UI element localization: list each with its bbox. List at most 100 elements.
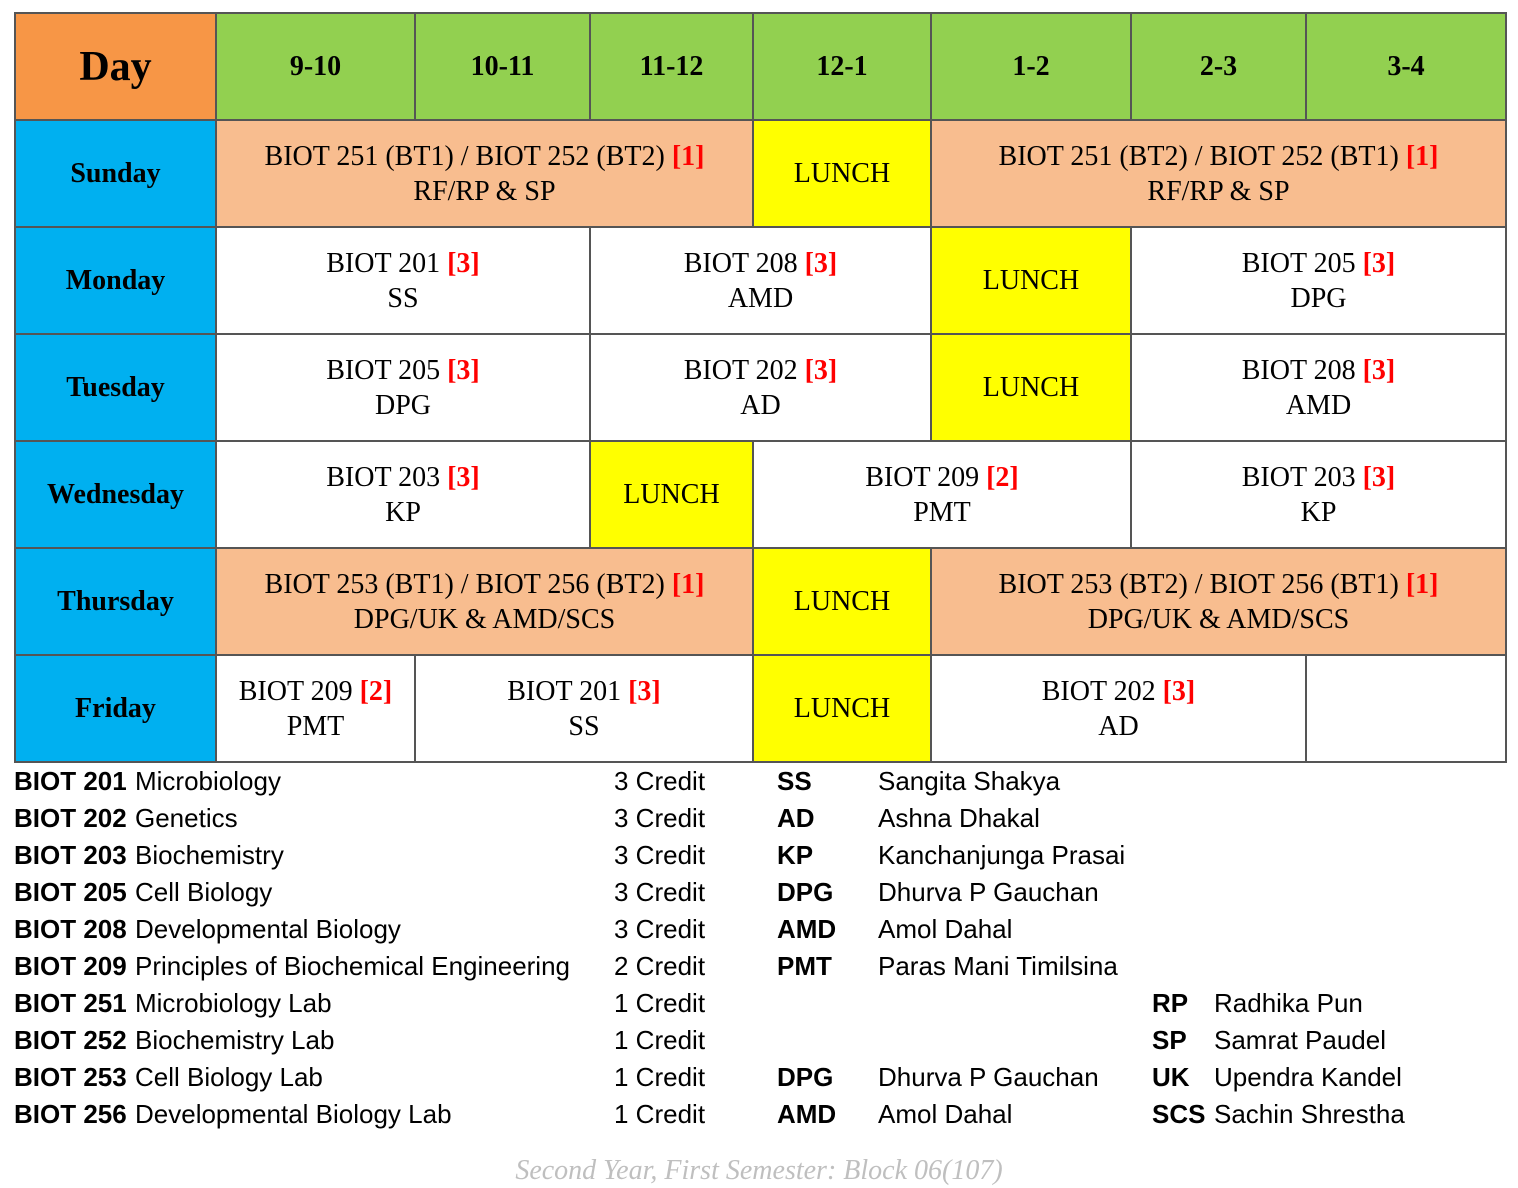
course-code: BIOT 251 (BT2) / BIOT 252 (BT1) [998, 140, 1399, 172]
credit-mark: [3] [1362, 461, 1396, 493]
course-name: Microbiology Lab [135, 988, 332, 1018]
day-name: Wednesday [14, 440, 217, 549]
course-credit: 2 Credit [614, 951, 706, 981]
course-credit: 1 Credit [614, 1025, 706, 1055]
course-name: Microbiology [135, 766, 281, 796]
class-cell: BIOT 205 [3] DPG [215, 333, 591, 442]
lunch-cell: LUNCH [930, 333, 1132, 442]
teacher-name: Upendra Kandel [1214, 1062, 1402, 1092]
teacher-abbr: UK [1152, 1062, 1190, 1092]
teacher: SS [387, 282, 419, 314]
course-code: BIOT 205 [1241, 247, 1356, 279]
class-cell: BIOT 251 (BT1) / BIOT 252 (BT2) [1] RF/R… [215, 119, 754, 228]
slot-header: 3-4 [1305, 12, 1507, 121]
teacher: DPG [374, 389, 431, 421]
class-cell: BIOT 202 [3] AD [930, 654, 1307, 763]
credit-mark: [3] [628, 675, 661, 707]
header-row: Day 9-10 10-11 11-12 12-1 1-2 2-3 3-4 [14, 12, 1507, 121]
teacher: KP [1300, 496, 1337, 528]
lunch-cell: LUNCH [752, 547, 932, 656]
teacher-abbr: SP [1152, 1025, 1187, 1055]
course-code: BIOT 203 [326, 461, 441, 493]
course-credit: 3 Credit [614, 840, 706, 870]
class-cell: BIOT 253 (BT2) / BIOT 256 (BT1) [1] DPG/… [930, 547, 1507, 656]
course-code: BIOT 208 [1241, 354, 1356, 386]
class-cell: BIOT 208 [3] AMD [589, 226, 932, 335]
class-cell: BIOT 203 [3] KP [215, 440, 591, 549]
class-cell: BIOT 202 [3] AD [589, 333, 932, 442]
course-name: Developmental Biology Lab [135, 1099, 452, 1129]
credit-mark: [3] [804, 247, 838, 279]
day-header: Day [14, 12, 217, 121]
teacher-name: Kanchanjunga Prasai [878, 840, 1126, 870]
course-credit: 1 Credit [614, 988, 706, 1018]
row-sunday: Sunday BIOT 251 (BT1) / BIOT 252 (BT2) [… [14, 119, 1507, 228]
day-name: Monday [14, 226, 217, 335]
teacher-abbr: DPG [777, 1062, 834, 1092]
teacher-name: Sachin Shrestha [1214, 1099, 1405, 1129]
day-name: Friday [14, 654, 217, 763]
course-code: BIOT 252 [14, 1025, 127, 1055]
credit-mark: [1] [671, 140, 705, 172]
slot-header: 1-2 [930, 12, 1132, 121]
course-code: BIOT 253 [14, 1062, 127, 1092]
day-name: Sunday [14, 119, 217, 228]
day-name: Thursday [14, 547, 217, 656]
teacher-name: Ashna Dhakal [878, 803, 1040, 833]
class-cell: BIOT 208 [3] AMD [1130, 333, 1507, 442]
teacher-abbr: AMD [777, 1099, 837, 1129]
course-name: Biochemistry [135, 840, 284, 870]
class-cell: BIOT 205 [3] DPG [1130, 226, 1507, 335]
course-code: BIOT 201 [326, 247, 441, 279]
course-code: BIOT 251 [14, 988, 127, 1018]
teacher: DPG/UK & AMD/SCS [353, 603, 616, 635]
course-credit: 3 Credit [614, 914, 706, 944]
course-code: BIOT 203 [1241, 461, 1356, 493]
row-friday: Friday BIOT 209 [2] PMT BIOT 201 [3] SS … [14, 654, 1507, 763]
teacher: AMD [1285, 389, 1352, 421]
course-credit: 1 Credit [614, 1099, 706, 1129]
teacher-abbr: AD [777, 803, 815, 833]
timetable: Day 9-10 10-11 11-12 12-1 1-2 2-3 3-4 Su… [14, 12, 1507, 763]
class-cell: BIOT 209 [2] PMT [215, 654, 416, 763]
teacher: DPG [1290, 282, 1347, 314]
credit-mark: [2] [986, 461, 1019, 493]
credit-mark: [3] [447, 354, 480, 386]
credit-mark: [3] [804, 354, 838, 386]
credit-mark: [1] [671, 568, 705, 600]
row-wednesday: Wednesday BIOT 203 [3] KP LUNCH BIOT 209… [14, 440, 1507, 549]
course-code: BIOT 253 (BT2) / BIOT 256 (BT1) [998, 568, 1399, 600]
credit-mark: [3] [1162, 675, 1196, 707]
course-name: Biochemistry Lab [135, 1025, 335, 1055]
teacher-name: Paras Mani Timilsina [878, 951, 1118, 981]
course-code: BIOT 251 (BT1) / BIOT 252 (BT2) [264, 140, 665, 172]
class-cell: BIOT 201 [3] SS [215, 226, 591, 335]
course-credit: 3 Credit [614, 877, 706, 907]
teacher-name: Dhurva P Gauchan [878, 877, 1099, 907]
class-cell: BIOT 209 [2] PMT [752, 440, 1132, 549]
lunch-cell: LUNCH [752, 654, 932, 763]
class-cell: BIOT 203 [3] KP [1130, 440, 1507, 549]
class-cell: BIOT 253 (BT1) / BIOT 256 (BT2) [1] DPG/… [215, 547, 754, 656]
course-name: Genetics [135, 803, 238, 833]
course-code: BIOT 209 [238, 675, 353, 707]
teacher: AD [1098, 710, 1139, 742]
teacher: PMT [286, 710, 345, 742]
credit-mark: [1] [1405, 568, 1439, 600]
credit-mark: [3] [447, 247, 480, 279]
lunch-cell: LUNCH [752, 119, 932, 228]
course-code: BIOT 209 [14, 951, 127, 981]
teacher: KP [385, 496, 421, 528]
teacher-name: Amol Dahal [878, 914, 1013, 944]
course-code: BIOT 256 [14, 1099, 127, 1129]
teacher: RF/RP & SP [413, 175, 556, 207]
course-code: BIOT 202 [14, 803, 127, 833]
slot-header: 2-3 [1130, 12, 1307, 121]
teacher-abbr: AMD [777, 914, 837, 944]
teacher-abbr: RP [1152, 988, 1189, 1018]
lunch-cell: LUNCH [589, 440, 754, 549]
teacher: SS [568, 710, 600, 742]
course-name: Cell Biology [135, 877, 273, 907]
teacher-abbr: PMT [777, 951, 832, 981]
teacher-name: Samrat Paudel [1214, 1025, 1386, 1055]
